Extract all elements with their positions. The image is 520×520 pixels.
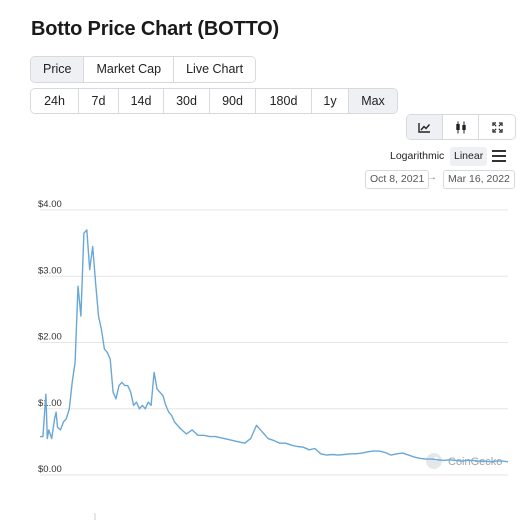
tab-price[interactable]: Price bbox=[31, 57, 85, 82]
linear-scale-button[interactable]: Linear bbox=[450, 147, 488, 166]
range-1y-button[interactable]: 1y bbox=[312, 89, 349, 113]
y-tick-label: $3.00 bbox=[38, 265, 62, 276]
range-14d-button[interactable]: 14d bbox=[119, 89, 164, 113]
line-chart-icon bbox=[418, 122, 431, 133]
y-tick-label: $2.00 bbox=[38, 332, 62, 343]
date-from-input[interactable]: Oct 8, 2021 bbox=[365, 170, 430, 189]
range-24h-button[interactable]: 24h bbox=[31, 89, 79, 113]
y-tick-label: $1.00 bbox=[38, 398, 62, 409]
logarithmic-scale-button[interactable]: Logarithmic bbox=[390, 150, 445, 162]
y-tick-label: $0.00 bbox=[38, 464, 62, 475]
chart-tabs: Price Market Cap Live Chart bbox=[30, 56, 257, 83]
watermark-text: CoinGecko bbox=[448, 456, 502, 468]
price-chart: $0.00 $1.00 $2.00 $3.00 $4.00 CoinGecko bbox=[38, 199, 509, 520]
page-title: Botto Price Chart (BOTTO) bbox=[31, 18, 279, 40]
y-tick-label: $4.00 bbox=[38, 199, 62, 210]
y-axis-labels: $0.00 $1.00 $2.00 $3.00 $4.00 bbox=[38, 199, 62, 475]
candlestick-icon bbox=[455, 121, 466, 133]
chart-type-selector bbox=[406, 114, 516, 140]
tab-live-chart[interactable]: Live Chart bbox=[174, 57, 256, 82]
range-180d-button[interactable]: 180d bbox=[256, 89, 312, 113]
chart-gridlines bbox=[40, 209, 508, 476]
range-90d-button[interactable]: 90d bbox=[210, 89, 256, 113]
candlestick-chart-button[interactable] bbox=[443, 115, 479, 139]
fullscreen-icon bbox=[491, 121, 503, 133]
line-chart-button[interactable] bbox=[407, 115, 443, 139]
hamburger-menu-icon[interactable] bbox=[492, 150, 506, 162]
coingecko-watermark: CoinGecko bbox=[426, 453, 502, 469]
coingecko-logo-icon bbox=[426, 453, 442, 469]
price-series-line bbox=[40, 229, 509, 463]
fullscreen-button[interactable] bbox=[479, 115, 515, 139]
arrow-right-icon: → bbox=[427, 172, 437, 183]
date-to-input[interactable]: Mar 16, 2022 bbox=[443, 170, 515, 189]
tab-market-cap[interactable]: Market Cap bbox=[84, 57, 175, 82]
range-max-button[interactable]: Max bbox=[349, 89, 397, 113]
time-range-selector: 24h 7d 14d 30d 90d 180d 1y Max bbox=[30, 88, 398, 114]
range-30d-button[interactable]: 30d bbox=[164, 89, 210, 113]
date-range: Oct 8, 2021 → Mar 16, 2022 bbox=[0, 170, 520, 190]
range-7d-button[interactable]: 7d bbox=[79, 89, 119, 113]
scale-selector: Logarithmic Linear bbox=[0, 147, 520, 167]
